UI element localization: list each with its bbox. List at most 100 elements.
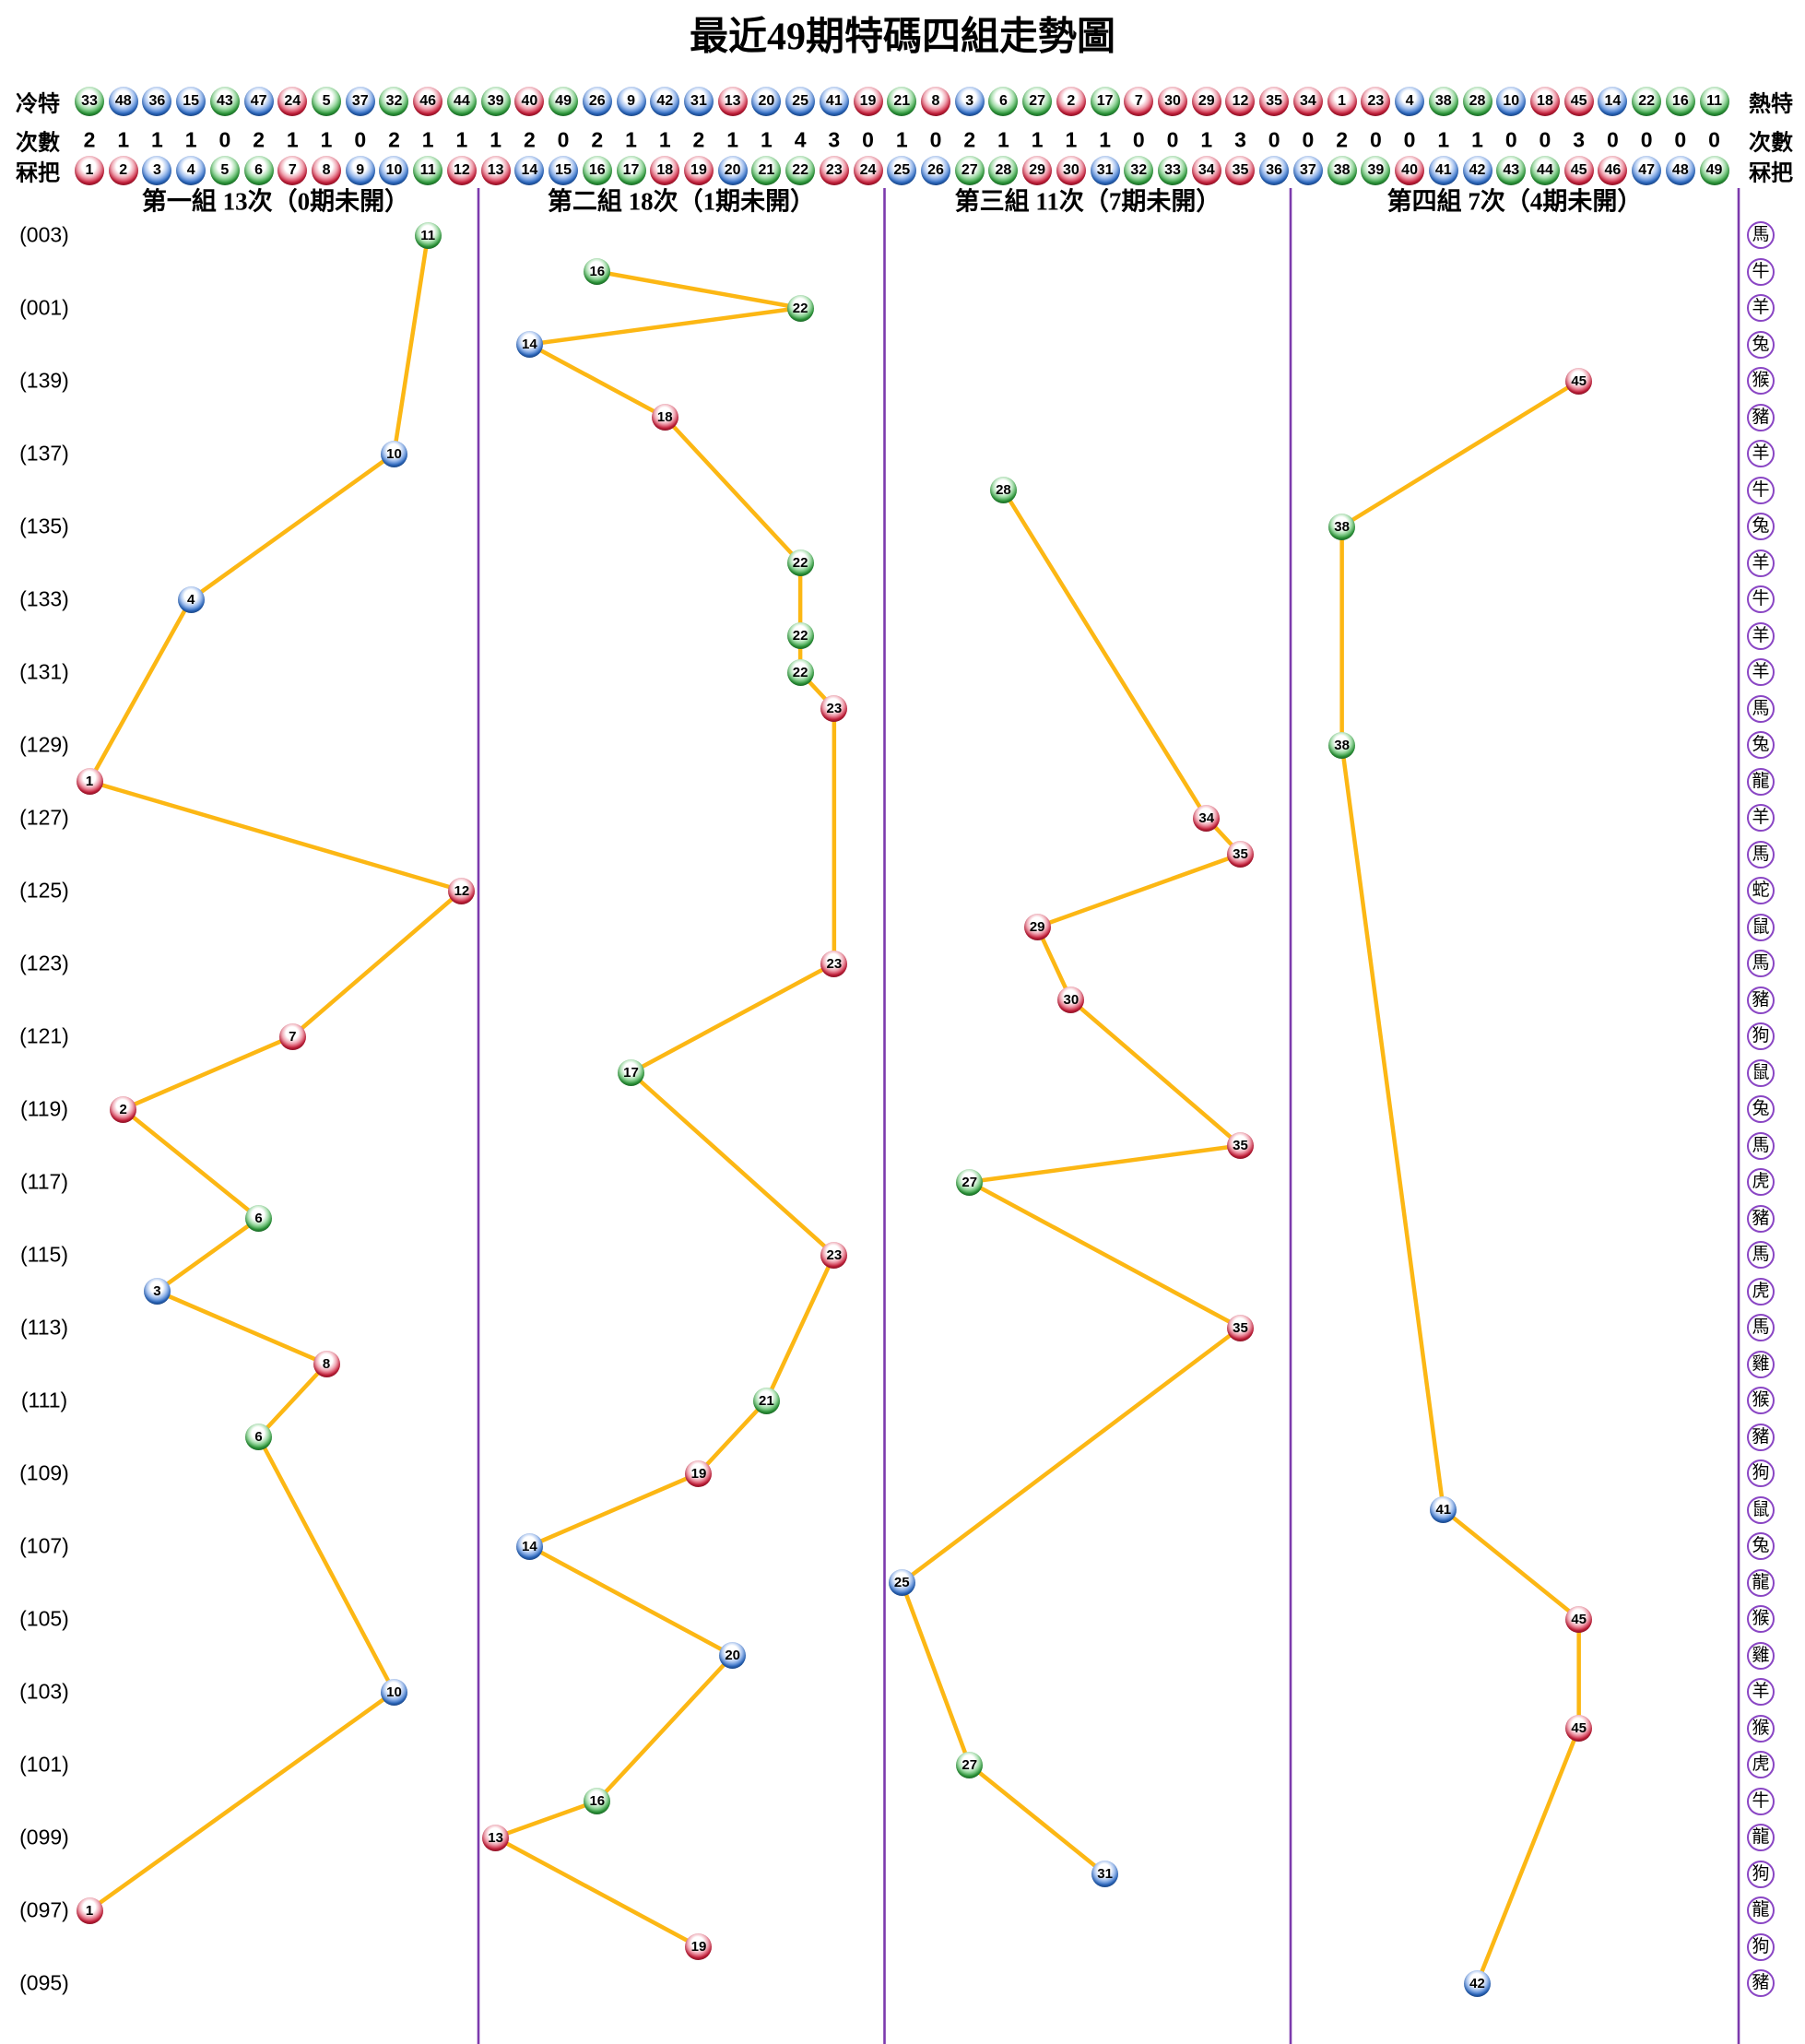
- base-number-ball: 42: [1462, 156, 1492, 185]
- special-number-ball: 14: [515, 1532, 543, 1560]
- count-value: 2: [523, 127, 536, 152]
- cold-number-ball: 5: [312, 87, 342, 116]
- base-number-ball: 18: [650, 156, 680, 185]
- period-label: (131): [19, 659, 69, 684]
- special-number-ball: 18: [651, 404, 678, 431]
- special-number-ball: 41: [1430, 1496, 1457, 1523]
- base-number-ball: 9: [345, 156, 375, 185]
- zodiac-circle: 虎: [1747, 1751, 1775, 1778]
- count-value: 0: [1504, 127, 1517, 152]
- cold-number-ball: 29: [1191, 87, 1221, 116]
- counts-label-left: 次數: [16, 131, 60, 156]
- cold-number-ball: 27: [1022, 87, 1053, 116]
- base-number-ball: 29: [1022, 156, 1053, 185]
- hot-special-label: 熱特: [1749, 92, 1793, 117]
- period-label: (105): [19, 1606, 69, 1631]
- cold-number-ball: 38: [1428, 87, 1458, 116]
- special-number-ball: 16: [584, 258, 611, 285]
- numbers-label-left: 冧把: [16, 161, 60, 186]
- special-number-ball: 35: [1226, 1314, 1254, 1341]
- count-value: 2: [963, 127, 976, 152]
- zodiac-circle: 豬: [1747, 986, 1775, 1014]
- count-value: 1: [151, 127, 163, 152]
- cold-number-ball: 40: [514, 87, 545, 116]
- zodiac-circle: 猴: [1747, 1605, 1775, 1633]
- base-number-ball: 48: [1665, 156, 1695, 185]
- zodiac-circle: 鼠: [1747, 1058, 1775, 1087]
- zodiac-circle: 牛: [1747, 257, 1775, 286]
- base-number-ball: 2: [108, 156, 138, 185]
- cold-number-ball: 46: [413, 87, 443, 116]
- special-number-ball: 21: [752, 1387, 780, 1414]
- group4-title: 第四組 7次（4期未開）: [1386, 187, 1643, 216]
- count-value: 0: [862, 127, 874, 152]
- zodiac-circle: 兔: [1747, 330, 1775, 359]
- special-number-ball: 16: [584, 1788, 611, 1814]
- trend-line-group-1: [87, 232, 465, 1913]
- cold-number-ball: 24: [277, 87, 308, 116]
- zodiac-circle: 羊: [1747, 1678, 1775, 1706]
- special-number-ball: 14: [515, 331, 543, 358]
- group1-title: 第一組 13次（0期未開）: [141, 187, 410, 216]
- cold-number-ball: 41: [819, 87, 849, 116]
- special-number-ball: 11: [414, 221, 442, 249]
- special-number-ball: 45: [1565, 367, 1593, 395]
- cold-number-ball: 47: [243, 87, 274, 116]
- zodiac-circle: 龍: [1747, 1568, 1775, 1597]
- base-number-ball: 5: [209, 156, 240, 185]
- period-label: (121): [19, 1023, 69, 1048]
- base-number-ball: 20: [717, 156, 748, 185]
- zodiac-circle: 馬: [1747, 1241, 1775, 1269]
- base-number-ball: 21: [751, 156, 782, 185]
- count-value: 0: [1606, 127, 1619, 152]
- base-number-ball: 12: [446, 156, 477, 185]
- cold-number-ball: 15: [176, 87, 206, 116]
- zodiac-circle: 羊: [1747, 440, 1775, 467]
- count-value: 2: [692, 127, 705, 152]
- base-number-ball: 15: [549, 156, 579, 185]
- base-number-ball: 1: [75, 156, 104, 185]
- count-value: 1: [726, 127, 739, 152]
- cold-number-ball: 13: [717, 87, 748, 116]
- zodiac-circle: 豬: [1747, 403, 1775, 431]
- cold-number-ball: 1: [1327, 87, 1357, 116]
- zodiac-circle: 猴: [1747, 367, 1775, 395]
- cold-number-ball: 3: [954, 87, 985, 116]
- count-value: 1: [1471, 127, 1483, 152]
- count-value: 1: [997, 127, 1009, 152]
- count-value: 0: [1166, 127, 1179, 152]
- zodiac-circle: 羊: [1747, 549, 1775, 577]
- base-number-ball: 34: [1191, 156, 1221, 185]
- period-label: (095): [19, 1970, 69, 1995]
- count-value: 0: [1132, 127, 1145, 152]
- period-label: (117): [20, 1169, 68, 1194]
- count-value: 2: [591, 127, 604, 152]
- special-number-ball: 29: [1023, 914, 1051, 940]
- zodiac-circle: 兔: [1747, 731, 1775, 759]
- special-number-ball: 27: [956, 1751, 984, 1778]
- count-value: 1: [184, 127, 197, 152]
- special-number-ball: 7: [278, 1022, 306, 1050]
- period-label: (107): [19, 1533, 69, 1558]
- base-number-ball: 32: [1124, 156, 1154, 185]
- count-value: 3: [828, 127, 841, 152]
- counts-label-right: 次數: [1749, 131, 1793, 156]
- zodiac-circle: 狗: [1747, 1022, 1775, 1050]
- cold-number-ball: 22: [1632, 87, 1662, 116]
- zodiac-circle: 鼠: [1747, 1495, 1775, 1524]
- cold-number-ball: 8: [921, 87, 950, 116]
- special-number-ball: 2: [110, 1095, 137, 1123]
- cold-number-ball: 36: [142, 87, 172, 116]
- base-number-ball: 45: [1563, 156, 1594, 185]
- count-value: 1: [625, 127, 637, 152]
- period-label: (123): [19, 951, 69, 975]
- count-value: 2: [388, 127, 400, 152]
- count-value: 0: [557, 127, 570, 152]
- zodiac-circle: 雞: [1747, 1350, 1775, 1378]
- zodiac-circle: 猴: [1747, 1714, 1775, 1743]
- base-number-ball: 33: [1158, 156, 1188, 185]
- zodiac-circle: 兔: [1747, 1532, 1775, 1560]
- cold-number-ball: 14: [1598, 87, 1628, 116]
- base-number-ball: 22: [785, 156, 816, 185]
